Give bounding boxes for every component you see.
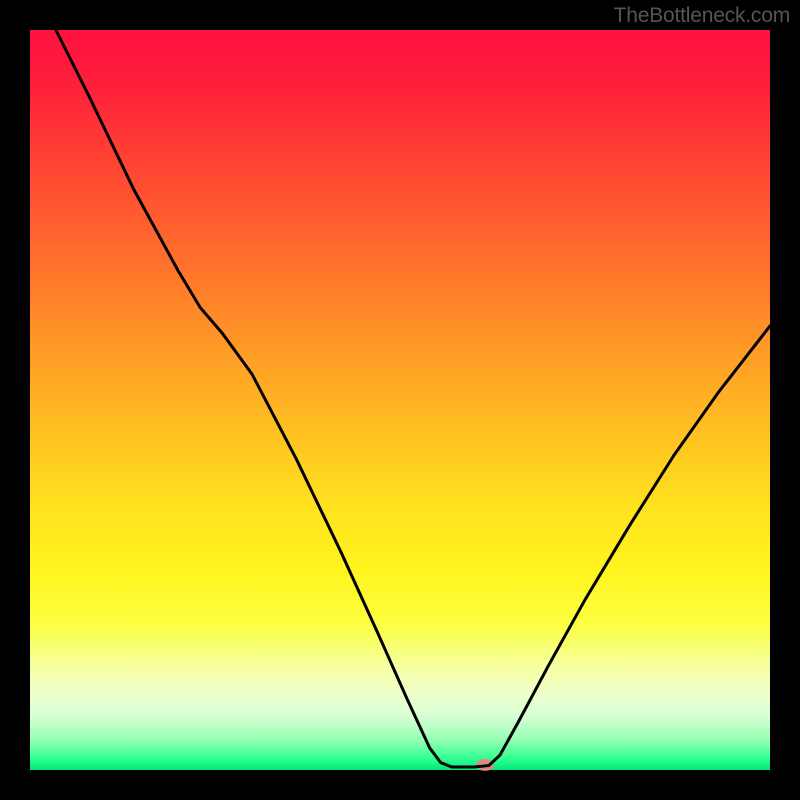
gradient-plot-area [30,30,770,770]
bottleneck-chart [0,0,800,800]
watermark-text: TheBottleneck.com [614,4,790,28]
chart-root: { "watermark": { "text": "TheBottleneck.… [0,0,800,800]
